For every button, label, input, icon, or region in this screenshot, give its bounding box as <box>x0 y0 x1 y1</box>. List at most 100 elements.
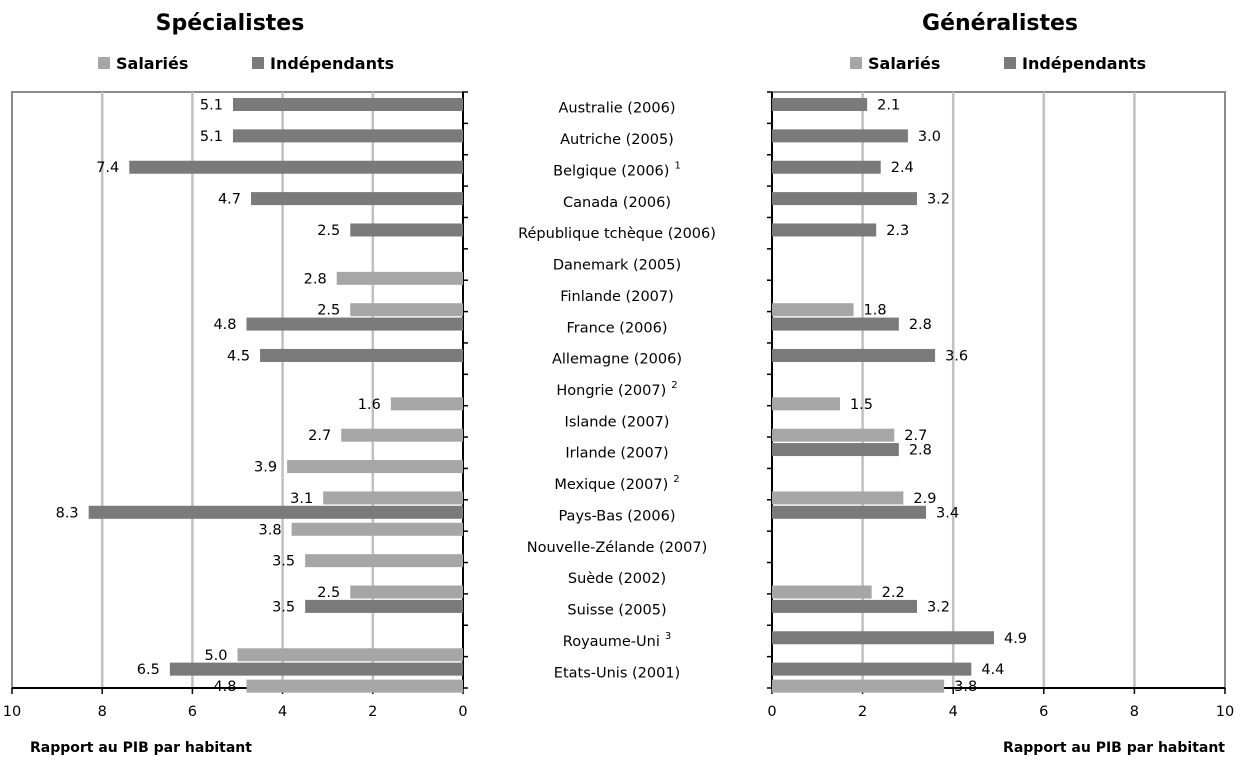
value-label: 5.0 <box>204 648 227 664</box>
value-label: 6.5 <box>137 662 160 678</box>
value-label: 3.5 <box>272 554 295 570</box>
bar-independants <box>246 317 463 331</box>
bar-independants <box>260 348 463 362</box>
value-label: 4.7 <box>218 192 241 208</box>
legend-swatch <box>1004 57 1016 69</box>
legend: Salariés Indépendants <box>850 54 1146 73</box>
bar-salaries <box>772 428 895 442</box>
tick-label: 6 <box>188 704 197 720</box>
legend-label: Indépendants <box>1022 54 1146 73</box>
category-label: Suède (2002) <box>568 571 666 587</box>
value-label: 5.1 <box>200 129 223 145</box>
tick-label: 4 <box>278 704 287 720</box>
value-label: 3.6 <box>945 348 968 364</box>
bar-salaries <box>291 522 463 536</box>
legend-swatch <box>850 57 862 69</box>
value-label: 3.0 <box>918 129 941 145</box>
bar-independants <box>772 348 936 362</box>
bar-salaries <box>390 397 463 411</box>
value-label: 2.1 <box>877 98 900 114</box>
bar-salaries <box>772 491 904 505</box>
value-label: 2.5 <box>317 223 340 239</box>
value-label: 3.4 <box>936 505 959 521</box>
value-label: 2.5 <box>317 585 340 601</box>
bar-independants <box>169 662 463 676</box>
bar-salaries <box>287 460 463 474</box>
chart-title: Spécialistes <box>156 11 305 36</box>
tick-label: 0 <box>767 704 776 720</box>
value-label: 3.8 <box>954 679 977 695</box>
category-label: Hongrie (2007) 2 <box>556 380 677 399</box>
bar-independants <box>772 443 899 457</box>
right-panel-generalistes: 0 2 4 6 8 10 Rapport au PIB par habitant Généra… <box>767 11 1234 756</box>
category-label: France (2006) <box>566 320 667 336</box>
value-label: 7.4 <box>96 160 119 176</box>
legend-swatch <box>98 57 110 69</box>
legend-label: Salariés <box>868 54 940 73</box>
bar-salaries <box>350 303 463 317</box>
value-label: 4.8 <box>213 317 236 333</box>
value-label: 5.1 <box>200 98 223 114</box>
category-label: Irlande (2007) <box>565 446 668 462</box>
category-label: Allemagne (2006) <box>552 352 682 368</box>
legend-label: Indépendants <box>270 54 394 73</box>
category-label: Pays-Bas (2006) <box>558 508 675 524</box>
tick-label: 8 <box>1130 704 1139 720</box>
category-label: Canada (2006) <box>563 195 671 211</box>
bar-independants <box>129 160 463 174</box>
bar-independants <box>232 98 463 111</box>
tick-label: 10 <box>1216 704 1234 720</box>
legend: Salariés Indépendants <box>98 54 394 73</box>
category-labels: Australie (2006) Autriche (2005) Belgique … <box>518 101 716 682</box>
category-label: Nouvelle-Zélande (2007) <box>527 540 708 556</box>
value-label: 2.5 <box>317 303 340 319</box>
value-label: 8.3 <box>56 505 79 521</box>
bar-salaries <box>336 271 463 285</box>
bar-independants <box>305 599 463 613</box>
value-label: 3.2 <box>927 599 950 615</box>
value-label: 3.9 <box>254 460 277 476</box>
bar-independants <box>772 317 899 331</box>
value-label: 2.8 <box>304 271 327 287</box>
value-label: 2.7 <box>308 428 331 444</box>
axis-title: Rapport au PIB par habitant <box>1003 740 1225 756</box>
bar-salaries <box>246 679 463 693</box>
bar-independants <box>772 631 994 645</box>
tick-label: 4 <box>949 704 958 720</box>
bar-independants <box>251 192 463 206</box>
value-label: 4.8 <box>213 679 236 695</box>
value-label: 2.4 <box>891 160 914 176</box>
category-label: Finlande (2007) <box>560 289 674 305</box>
plot-frame <box>771 91 1226 689</box>
value-label: 3.2 <box>927 192 950 208</box>
chart-title: Généralistes <box>922 11 1078 36</box>
bar-salaries <box>237 648 463 662</box>
bar-independants <box>772 160 881 174</box>
bar-salaries <box>323 491 463 505</box>
category-label: Mexique (2007) 2 <box>554 474 679 493</box>
value-label: 2.3 <box>886 223 909 239</box>
tick-label: 10 <box>3 704 21 720</box>
value-label: 2.2 <box>882 585 905 601</box>
bar-independants <box>772 505 927 519</box>
value-label: 2.8 <box>909 317 932 333</box>
bar-independants <box>88 505 464 519</box>
bar-independants <box>772 98 868 111</box>
value-label: 1.6 <box>358 397 381 413</box>
value-label: 3.8 <box>259 522 282 538</box>
bar-independants <box>772 662 972 676</box>
category-label: Royaume-Uni 3 <box>563 631 671 650</box>
tick-label: 2 <box>858 704 867 720</box>
category-label: Islande (2007) <box>565 414 670 430</box>
value-label: 4.4 <box>981 662 1004 678</box>
value-label: 4.5 <box>227 348 250 364</box>
axis-title: Rapport au PIB par habitant <box>30 740 252 756</box>
plot-frame <box>11 91 464 689</box>
legend-swatch <box>252 57 264 69</box>
tick-label: 0 <box>458 704 467 720</box>
bar-independants <box>772 223 877 237</box>
bar-salaries <box>772 585 872 599</box>
tick-label: 8 <box>98 704 107 720</box>
category-label: Belgique (2006) 1 <box>553 160 681 179</box>
